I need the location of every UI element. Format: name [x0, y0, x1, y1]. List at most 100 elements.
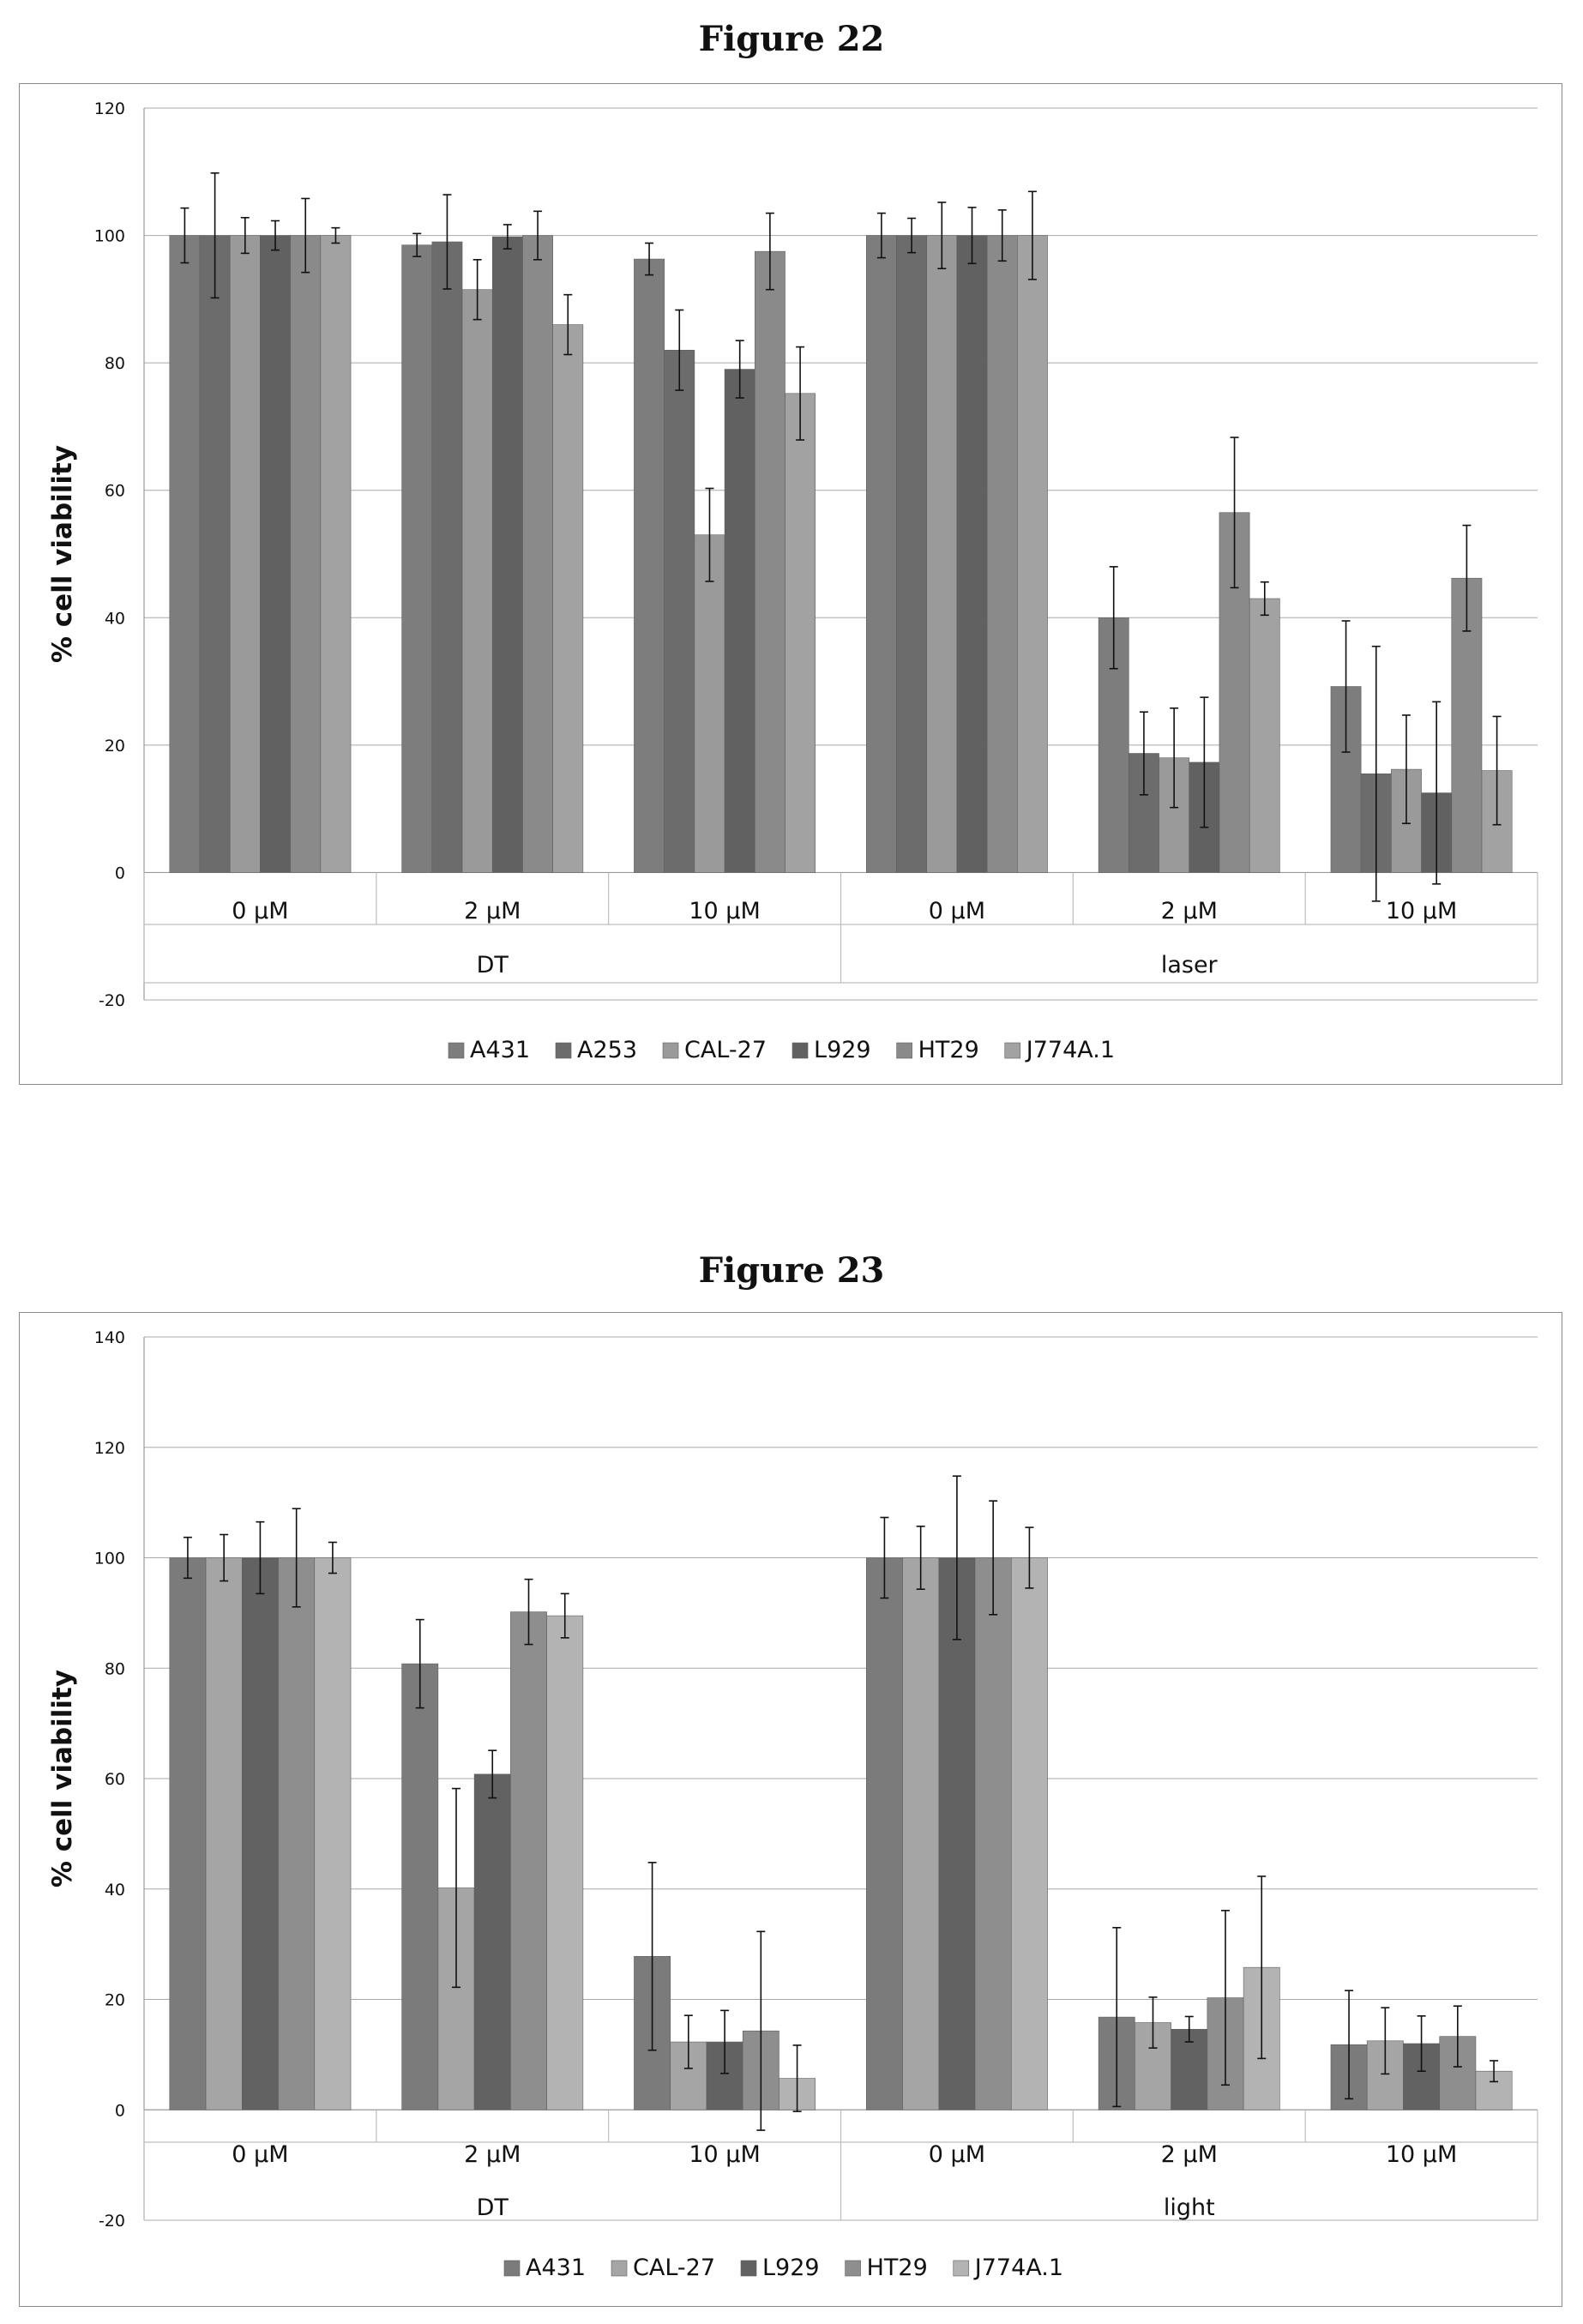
legend-label: J774A.1 [1025, 1037, 1115, 1063]
figure-23-title: Figure 23 [698, 1250, 885, 1291]
y-tick-label: 0 [115, 864, 125, 882]
bar [986, 235, 1018, 873]
bar [902, 1557, 940, 2110]
bar [956, 235, 988, 873]
bar [199, 235, 231, 873]
category-label: 2 µM [464, 2141, 521, 2168]
bar [1010, 1557, 1048, 2110]
bar [473, 1773, 511, 2110]
bar [241, 1557, 279, 2110]
group-label: DT [477, 2195, 509, 2221]
figure-22-chart-frame: -20 0 20 40 60 80 100 120 % cell viability 0 µM 2 … [19, 83, 1562, 1085]
y-tick-label: 80 [105, 354, 125, 373]
bar [522, 235, 553, 873]
bar [865, 1557, 903, 2110]
bar [431, 241, 463, 873]
bar [634, 258, 665, 873]
category-label: 0 µM [929, 898, 985, 924]
bar [785, 393, 816, 873]
bar [278, 1557, 316, 2110]
y-tick-label: 0 [115, 2101, 125, 2120]
category-label: 0 µM [232, 2141, 288, 2168]
legend-label: L929 [814, 1037, 871, 1063]
group-label: light [1164, 2195, 1215, 2221]
bar [401, 1663, 439, 2110]
figure-22-chart: -20 0 20 40 60 80 100 120 % cell viability 0 µM 2 … [47, 99, 1538, 1063]
bar [724, 369, 755, 873]
bar [1249, 598, 1280, 873]
bar [865, 235, 897, 873]
category-label: 10 µM [689, 898, 760, 924]
y-tick-label: -20 [99, 2212, 125, 2231]
category-label: 10 µM [1386, 898, 1457, 924]
group-label: DT [477, 952, 509, 978]
legend-label: CAL-27 [684, 1037, 767, 1063]
category-label: 0 µM [232, 898, 288, 924]
bar [926, 235, 958, 873]
y-tick-label: 20 [105, 737, 125, 756]
bar [754, 250, 785, 873]
legend-swatch [662, 1042, 679, 1059]
legend-swatch [448, 1042, 465, 1059]
bar [229, 235, 261, 873]
legend-swatch [845, 2260, 861, 2277]
bar [437, 1887, 475, 2110]
bar [461, 289, 493, 873]
category-label: 0 µM [929, 2141, 985, 2168]
bar [694, 534, 725, 873]
y-tick-label: 20 [105, 1991, 125, 2010]
y-tick-label: 60 [105, 1770, 125, 1789]
y-tick-label: -20 [99, 991, 125, 1010]
legend-label: A431 [526, 2255, 586, 2281]
legend-swatch [953, 2260, 970, 2277]
bar [664, 349, 695, 873]
category-label: 10 µM [1386, 2141, 1457, 2168]
bar [974, 1557, 1012, 2110]
y-tick-label: 120 [94, 1439, 125, 1458]
legend-label: HT29 [867, 2255, 928, 2281]
legend-label: HT29 [918, 1037, 979, 1063]
y-tick-label: 40 [105, 609, 125, 628]
legend-swatch [792, 1042, 809, 1059]
category-label: 10 µM [689, 2141, 760, 2168]
y-tick-label: 120 [94, 99, 125, 118]
bar [546, 1615, 584, 2110]
y-tick-label: 40 [105, 1881, 125, 1900]
legend-label: CAL-27 [633, 2255, 715, 2281]
bar [169, 1557, 207, 2110]
bar [314, 1557, 352, 2110]
legend-label: A431 [470, 1037, 530, 1063]
legend-label: J774A.1 [973, 2255, 1063, 2281]
bar [320, 235, 352, 873]
bar [491, 236, 523, 873]
bar [938, 1557, 976, 2110]
legend-swatch [896, 1042, 912, 1059]
category-label: 2 µM [1161, 2141, 1218, 2168]
legend-swatch [1004, 1042, 1021, 1059]
group-label: laser [1161, 952, 1219, 978]
y-tick-label: 60 [105, 482, 125, 501]
y-tick-label: 100 [94, 1550, 125, 1568]
bar [260, 235, 291, 873]
bar [1171, 2028, 1208, 2110]
figure-23-chart: -20 0 20 40 60 80 100 120 140 % cell viability 0 µ… [47, 1328, 1538, 2281]
bar [896, 235, 928, 873]
legend-label: L929 [762, 2255, 820, 2281]
y-axis-label: % cell viability [47, 1670, 78, 1887]
legend-label: A253 [577, 1037, 637, 1063]
category-label: 2 µM [1161, 898, 1218, 924]
figure-23-chart-frame: -20 0 20 40 60 80 100 120 140 % cell viability 0 µ… [19, 1312, 1562, 2307]
y-tick-label: 140 [94, 1328, 125, 1347]
y-axis-label: % cell viability [47, 445, 78, 663]
bar [290, 235, 322, 873]
legend-swatch [740, 2260, 757, 2277]
category-label: 2 µM [464, 898, 521, 924]
legend-swatch [611, 2260, 628, 2277]
bar [401, 244, 433, 873]
bar [1017, 235, 1048, 873]
bar [510, 1611, 547, 2110]
legend-swatch [503, 2260, 521, 2277]
bar [169, 235, 201, 873]
bar [205, 1557, 243, 2110]
figure-22-title: Figure 22 [698, 19, 885, 59]
